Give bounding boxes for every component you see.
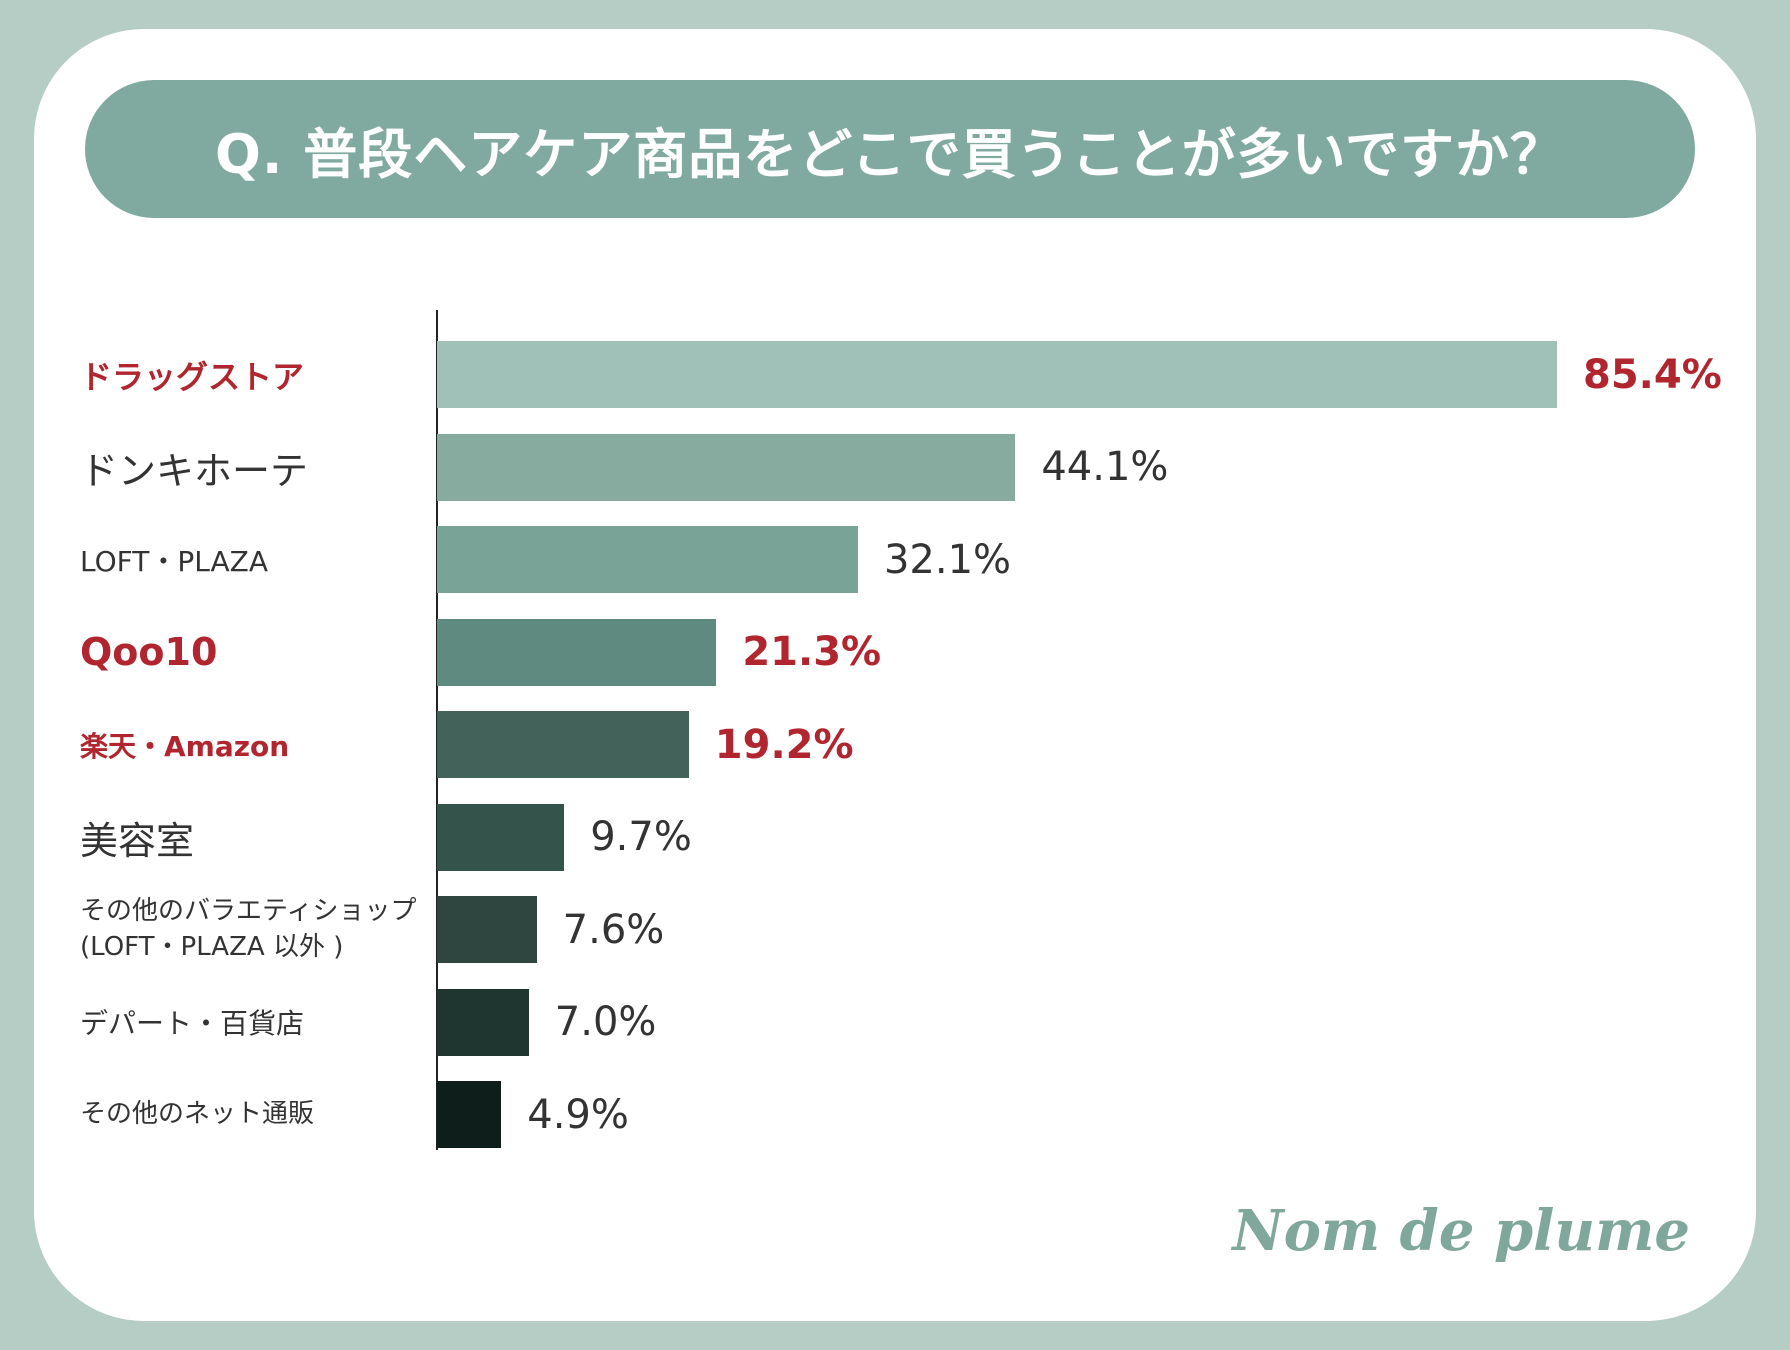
category-label: Qoo10 — [80, 630, 218, 674]
value-label: 7.6% — [562, 906, 665, 953]
bar — [437, 988, 529, 1056]
bar — [437, 618, 717, 686]
brand-logo: Nom de plume — [1232, 1198, 1690, 1264]
category-label: デパート・百貨店 — [80, 1007, 305, 1040]
value-label: 85.4% — [1583, 351, 1722, 398]
category-label: LOFT・PLAZA — [80, 544, 268, 578]
chart-title: Q. 普段ヘアケア商品をどこで買うことが多いですか？ — [215, 122, 1565, 186]
value-label: 9.7% — [590, 814, 692, 860]
bar — [437, 896, 537, 963]
bar — [437, 526, 858, 593]
bar — [437, 711, 689, 778]
bar — [437, 341, 1557, 408]
value-label: 19.2% — [714, 721, 854, 768]
value-label: 32.1% — [883, 536, 1012, 583]
value-label: 7.0% — [554, 999, 657, 1045]
category-label: ドンキホーテ — [80, 448, 309, 493]
category-label: その他のネット通販 — [80, 1098, 315, 1129]
value-label: 21.3% — [742, 629, 882, 675]
category-label: 美容室 — [80, 818, 195, 863]
bar — [437, 433, 1016, 501]
bar — [437, 803, 565, 871]
chart-card — [34, 29, 1756, 1321]
category-label: その他のバラエティショップ (LOFT・PLAZA 以外 ) — [80, 896, 417, 962]
category-label: ドラッグストア — [80, 357, 305, 396]
value-label: 44.1% — [1041, 444, 1169, 490]
title-banner: Q. 普段ヘアケア商品をどこで買うことが多いですか？ — [85, 80, 1695, 218]
category-label: 楽天・Amazon — [80, 729, 290, 763]
bar — [437, 1081, 502, 1148]
value-label: 4.9% — [527, 1091, 629, 1138]
